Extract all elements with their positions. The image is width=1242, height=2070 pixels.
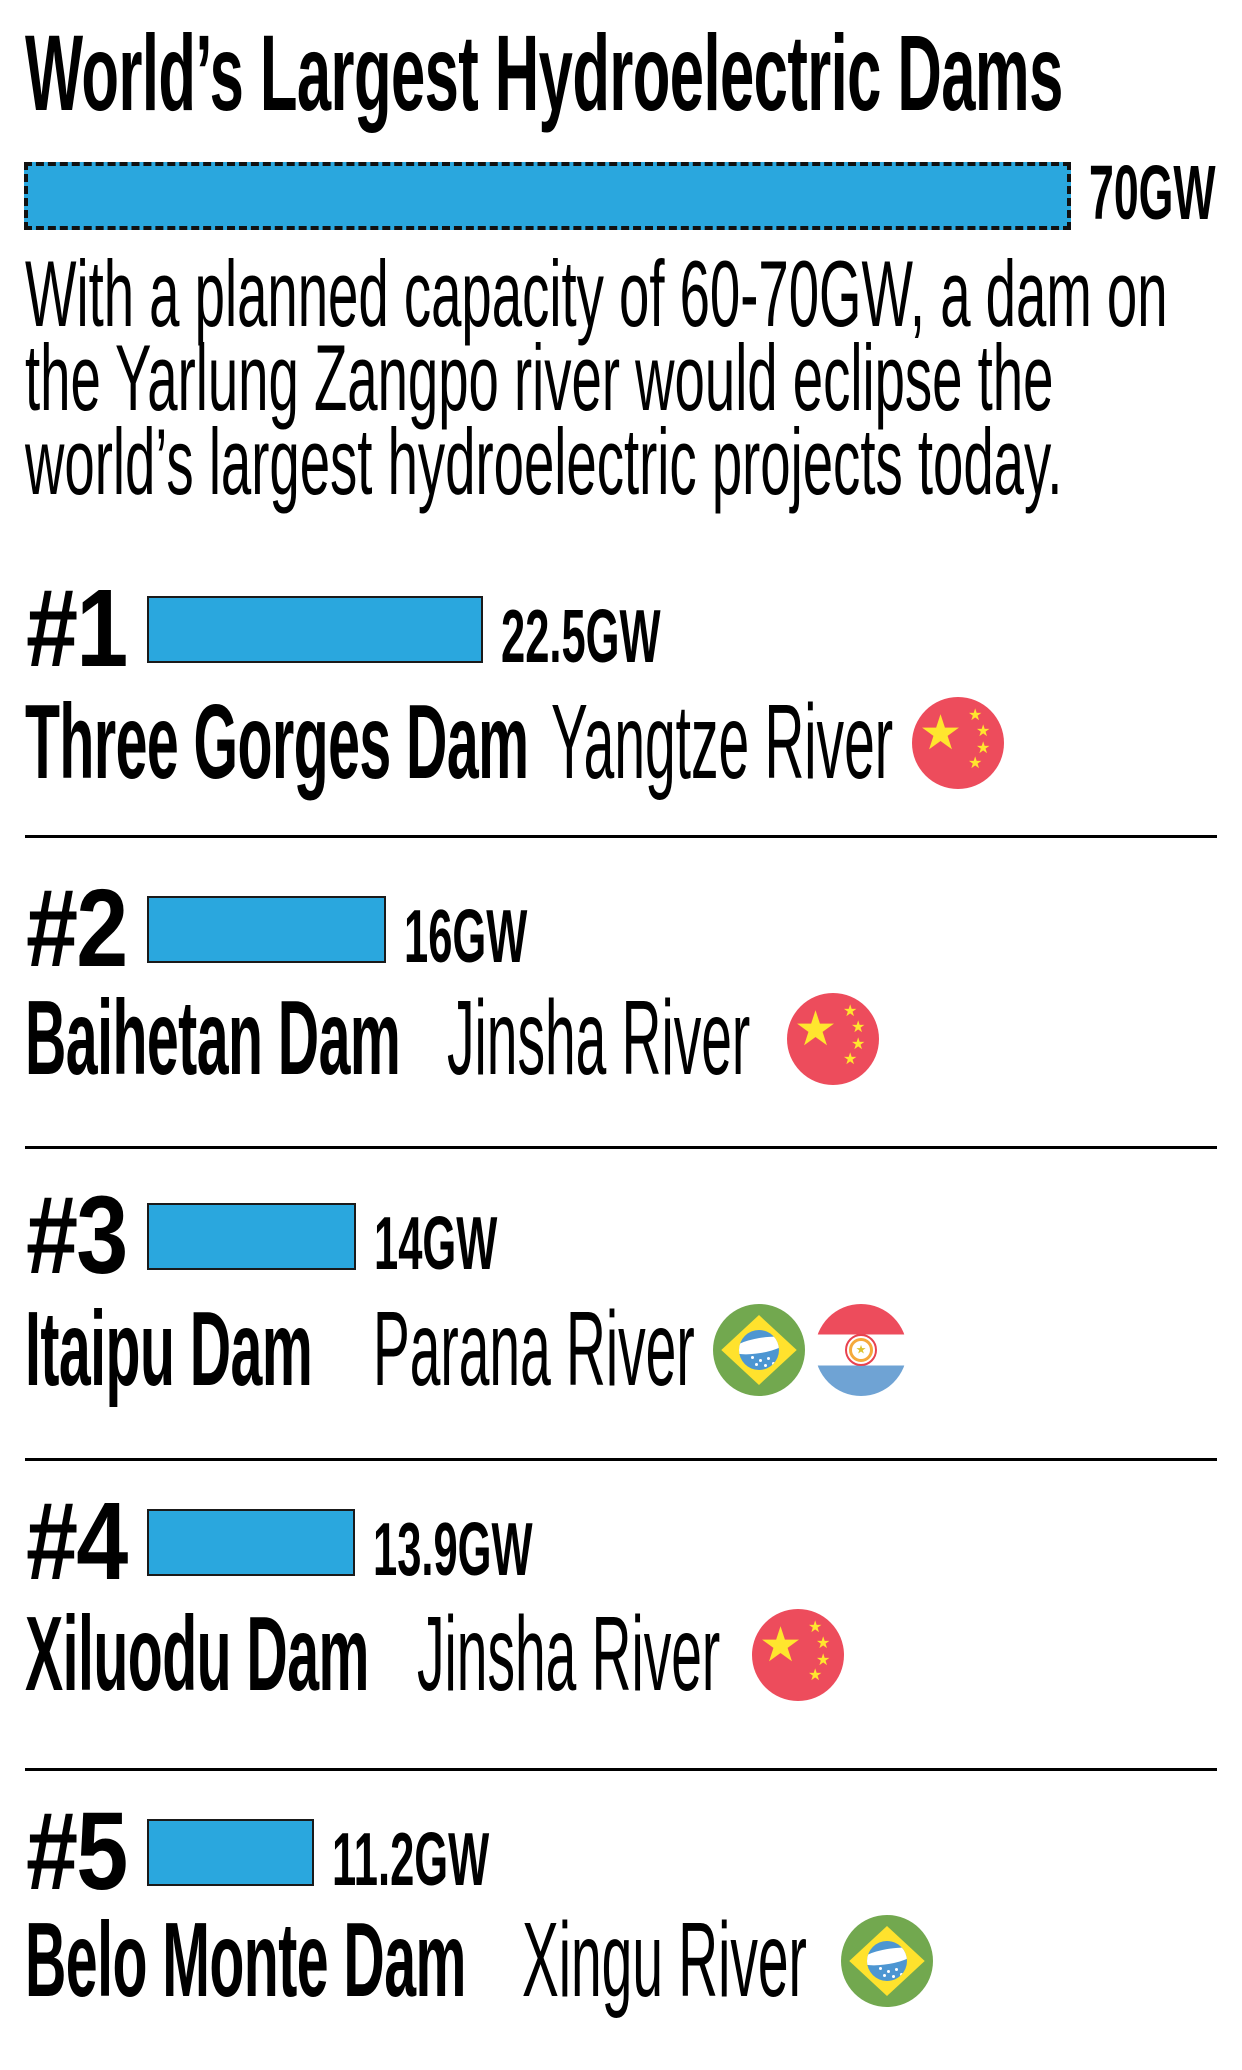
rank-label: #2 — [26, 867, 128, 990]
china-flag-icon: ★ ★ ★ ★ ★ — [787, 993, 879, 1085]
divider — [25, 1146, 1217, 1149]
capacity-value: 13.9GW — [373, 1507, 533, 1591]
river-name: Xingu River — [522, 1901, 807, 2019]
rank-label: #4 — [26, 1480, 128, 1603]
river-name: Jinsha River — [417, 1595, 721, 1713]
capacity-bar — [147, 1819, 314, 1886]
paraguay-emblem-icon — [845, 1334, 877, 1366]
capacity-bar — [147, 896, 386, 963]
page-title: World’s Largest Hydroelectric Dams — [25, 12, 1063, 133]
capacity-bar — [147, 596, 483, 663]
rank-label: #5 — [26, 1790, 128, 1913]
divider — [25, 1458, 1217, 1461]
dam-name: Itaipu Dam — [25, 1290, 313, 1408]
china-flag-icon: ★ ★ ★ ★ ★ — [912, 697, 1004, 789]
star-icon: ★ — [794, 1001, 838, 1057]
divider — [25, 1768, 1217, 1771]
china-flag-icon: ★ ★ ★ ★ ★ — [752, 1609, 844, 1701]
star-icon: ★ — [919, 705, 963, 761]
capacity-value: 22.5GW — [501, 594, 661, 678]
paraguay-flag-icon — [815, 1304, 907, 1396]
description-line: world’s largest hydroelectric projects t… — [25, 409, 1063, 514]
brazil-flag-icon — [841, 1915, 933, 2007]
river-name: Jinsha River — [447, 979, 751, 1097]
rank-label: #3 — [26, 1174, 128, 1297]
dam-name: Belo Monte Dam — [25, 1901, 466, 2019]
divider — [25, 835, 1217, 838]
globe-shape — [739, 1330, 779, 1370]
river-name: Parana River — [373, 1290, 695, 1408]
brazil-flag-icon — [713, 1304, 805, 1396]
description-paragraph: With a planned capacity of 60-70GW, a da… — [25, 241, 1168, 514]
river-name: Yangtze River — [551, 683, 894, 801]
dam-name: Xiluodu Dam — [25, 1595, 369, 1713]
planned-capacity-bar — [24, 162, 1071, 230]
description-line: With a planned capacity of 60-70GW, a da… — [25, 241, 1168, 346]
description-line: the Yarlung Zangpo river would eclipse t… — [25, 325, 1054, 430]
planned-capacity-value: 70GW — [1089, 150, 1216, 236]
globe-shape — [867, 1941, 907, 1981]
capacity-bar — [147, 1203, 356, 1270]
star-icon: ★ — [759, 1617, 803, 1673]
capacity-value: 11.2GW — [332, 1817, 490, 1901]
capacity-bar — [147, 1509, 355, 1576]
dam-name: Baihetan Dam — [25, 979, 401, 1097]
capacity-value: 16GW — [404, 894, 528, 978]
dam-name: Three Gorges Dam — [25, 683, 529, 801]
capacity-value: 14GW — [374, 1201, 498, 1285]
rank-label: #1 — [26, 567, 128, 690]
